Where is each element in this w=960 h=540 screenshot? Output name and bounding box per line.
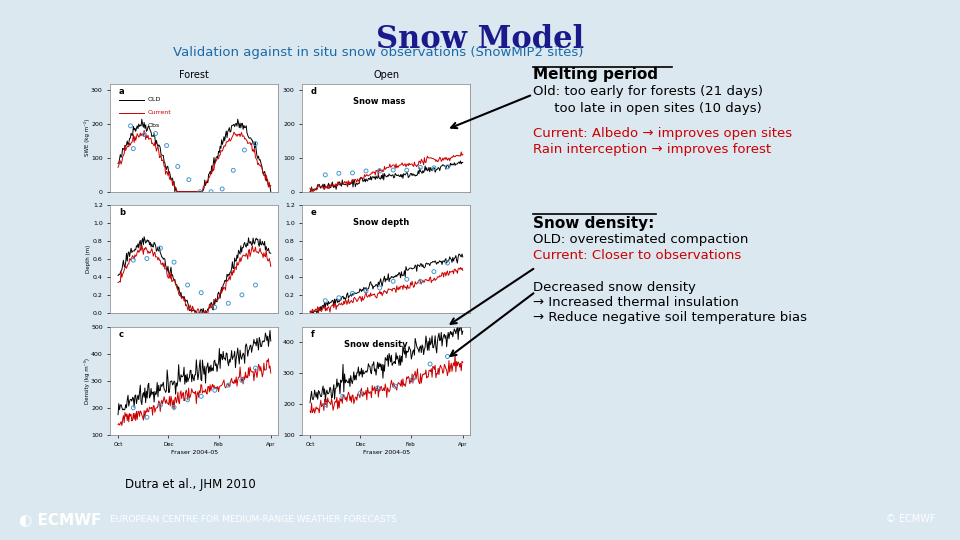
Point	[180, 395, 195, 404]
Point	[207, 303, 223, 312]
Point	[207, 386, 223, 395]
Point	[399, 275, 415, 284]
Text: d: d	[311, 87, 317, 96]
Text: Obs: Obs	[148, 123, 159, 129]
Point	[194, 288, 209, 297]
Text: Snow depth: Snow depth	[352, 218, 409, 227]
Text: ◐ ECMWF: ◐ ECMWF	[19, 512, 102, 527]
Point	[153, 401, 168, 409]
Point	[204, 187, 219, 196]
Text: Snow density: Snow density	[345, 340, 408, 349]
Point	[159, 141, 175, 150]
Point	[248, 139, 263, 148]
Point	[234, 376, 250, 384]
Text: Current: Current	[148, 110, 171, 116]
Text: e: e	[311, 208, 317, 218]
Text: © ECMWF: © ECMWF	[886, 515, 936, 524]
Point	[426, 164, 442, 172]
Point	[248, 281, 263, 289]
Point	[386, 277, 401, 286]
Point	[248, 364, 263, 373]
Text: Snow mass: Snow mass	[352, 97, 405, 106]
Point	[370, 383, 385, 392]
Text: → Reduce negative soil temperature bias: → Reduce negative soil temperature bias	[533, 311, 806, 324]
Point	[331, 169, 347, 178]
Text: EUROPEAN CENTRE FOR MEDIUM-RANGE WEATHER FORECASTS: EUROPEAN CENTRE FOR MEDIUM-RANGE WEATHER…	[110, 515, 397, 524]
Point	[399, 166, 415, 174]
Point	[166, 403, 181, 411]
Text: Snow Model: Snow Model	[376, 24, 584, 55]
Text: b: b	[119, 208, 125, 218]
Text: Dutra et al., JHM 2010: Dutra et al., JHM 2010	[125, 478, 255, 491]
Point	[345, 289, 360, 298]
Point	[318, 296, 333, 305]
Point	[136, 130, 152, 139]
Text: Current: Albedo → improves open sites: Current: Albedo → improves open sites	[533, 127, 792, 140]
Point	[345, 168, 360, 177]
Point	[221, 299, 236, 308]
Text: Forest: Forest	[180, 70, 209, 80]
Text: Snow density:: Snow density:	[533, 216, 654, 231]
Point	[221, 381, 236, 389]
Text: OLD: overestimated compaction: OLD: overestimated compaction	[533, 233, 748, 246]
Point	[372, 167, 387, 176]
Text: Old: too early for forests (21 days): Old: too early for forests (21 days)	[533, 85, 763, 98]
Point	[358, 167, 373, 176]
Point	[166, 258, 181, 266]
Point	[388, 382, 403, 390]
Point	[352, 389, 368, 397]
Point	[331, 293, 347, 302]
Point	[413, 163, 428, 172]
Text: c: c	[119, 330, 124, 339]
Point	[440, 352, 455, 361]
Point	[139, 413, 155, 422]
Point	[194, 392, 209, 401]
Point	[440, 163, 455, 171]
Point	[237, 146, 252, 154]
Point	[358, 287, 373, 295]
Point	[170, 162, 185, 171]
Point	[148, 129, 163, 138]
Point	[405, 375, 420, 383]
Text: Melting period: Melting period	[533, 68, 658, 83]
Point	[192, 187, 207, 196]
Text: too late in open sites (10 days): too late in open sites (10 days)	[533, 102, 761, 114]
Point	[386, 166, 401, 174]
Point	[422, 360, 438, 368]
Point	[126, 403, 141, 412]
Text: OLD: OLD	[148, 97, 160, 103]
Text: Validation against in situ snow observations (SnowMIP2 sites): Validation against in situ snow observat…	[173, 46, 583, 59]
Point	[426, 267, 442, 276]
Point	[318, 400, 333, 409]
Point	[129, 187, 144, 196]
Text: Open: Open	[373, 70, 399, 80]
Y-axis label: SWE (kg m⁻²): SWE (kg m⁻²)	[84, 119, 89, 157]
Point	[139, 254, 155, 263]
Text: a: a	[119, 87, 125, 96]
Text: → Increased thermal insulation: → Increased thermal insulation	[533, 296, 738, 309]
Point	[126, 256, 141, 265]
X-axis label: Fraser 2004-05: Fraser 2004-05	[171, 450, 218, 455]
Y-axis label: Density (kg m⁻³): Density (kg m⁻³)	[84, 357, 89, 404]
Point	[126, 144, 141, 153]
X-axis label: Fraser 2004-05: Fraser 2004-05	[363, 450, 410, 455]
Text: Current: Closer to observations: Current: Closer to observations	[533, 249, 741, 262]
Point	[234, 291, 250, 299]
Text: f: f	[311, 330, 315, 339]
Text: Rain interception → improves forest: Rain interception → improves forest	[533, 143, 771, 156]
Text: Decreased snow density: Decreased snow density	[533, 281, 696, 294]
Point	[335, 392, 350, 401]
Y-axis label: Depth (m): Depth (m)	[86, 245, 91, 273]
Point	[440, 259, 455, 267]
Point	[318, 171, 333, 179]
Point	[214, 185, 229, 193]
Point	[226, 166, 241, 174]
Point	[372, 284, 387, 292]
Point	[413, 277, 428, 286]
Point	[180, 281, 195, 289]
Point	[153, 244, 168, 253]
Point	[181, 176, 197, 184]
